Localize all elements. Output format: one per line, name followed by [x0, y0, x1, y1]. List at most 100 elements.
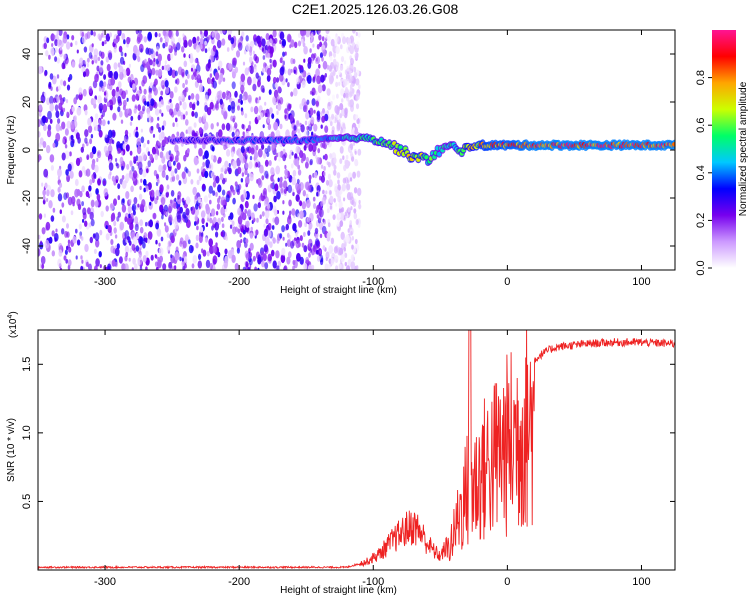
- noise-speckle: [103, 91, 107, 96]
- noise-speckle: [198, 235, 203, 243]
- noise-speckle: [140, 178, 143, 183]
- noise-speckle: [156, 173, 159, 179]
- noise-speckle: [261, 38, 266, 47]
- noise-speckle: [312, 244, 317, 253]
- noise-speckle: [62, 60, 66, 66]
- noise-speckle: [78, 170, 83, 178]
- noise-speckle: [108, 138, 112, 145]
- noise-speckle: [161, 112, 164, 117]
- noise-speckle: [240, 99, 244, 105]
- noise-speckle: [98, 130, 103, 138]
- noise-speckle: [183, 53, 186, 58]
- noise-speckle: [253, 203, 258, 212]
- noise-speckle: [125, 67, 131, 77]
- noise-speckle: [232, 197, 236, 205]
- noise-speckle: [336, 109, 340, 115]
- noise-speckle: [94, 73, 99, 83]
- noise-speckle: [294, 153, 298, 160]
- x-tick-label: -300: [94, 276, 116, 288]
- noise-speckle: [333, 52, 336, 58]
- noise-speckle: [237, 207, 242, 216]
- noise-speckle: [240, 239, 243, 243]
- noise-speckle: [168, 261, 173, 270]
- noise-speckle: [353, 187, 358, 194]
- noise-speckle: [308, 174, 312, 181]
- noise-speckle: [339, 113, 343, 119]
- noise-speckle: [345, 154, 349, 160]
- noise-speckle: [168, 150, 172, 156]
- noise-speckle: [325, 179, 330, 186]
- noise-speckle: [89, 236, 94, 244]
- noise-speckle: [161, 214, 164, 220]
- noise-speckle: [196, 225, 199, 231]
- noise-speckle: [327, 222, 331, 228]
- noise-speckle: [339, 103, 344, 111]
- noise-speckle: [155, 69, 159, 76]
- noise-speckle: [52, 207, 56, 213]
- noise-speckle: [329, 55, 333, 61]
- noise-speckle: [277, 103, 282, 111]
- noise-speckle: [96, 65, 100, 72]
- noise-speckle: [327, 173, 331, 180]
- noise-speckle: [266, 239, 269, 245]
- noise-speckle: [277, 260, 281, 267]
- noise-speckle: [299, 103, 303, 110]
- noise-speckle: [265, 218, 269, 225]
- noise-speckle: [320, 257, 324, 263]
- noise-speckle: [72, 139, 75, 144]
- noise-speckle: [234, 90, 238, 98]
- noise-speckle: [271, 113, 275, 119]
- noise-speckle: [226, 149, 231, 157]
- noise-speckle: [302, 190, 306, 197]
- noise-speckle: [113, 227, 117, 234]
- noise-speckle: [149, 59, 153, 66]
- noise-speckle: [356, 170, 361, 178]
- noise-speckle: [141, 79, 145, 87]
- noise-speckle: [303, 262, 308, 270]
- noise-speckle: [316, 191, 319, 197]
- x-tick-label: 0: [504, 576, 510, 588]
- noise-speckle: [168, 214, 173, 223]
- noise-speckle: [152, 60, 156, 67]
- noise-speckle: [41, 227, 46, 235]
- noise-speckle: [227, 250, 233, 259]
- noise-speckle: [155, 222, 160, 230]
- noise-speckle: [345, 234, 350, 244]
- noise-speckle: [303, 231, 306, 237]
- noise-speckle: [237, 105, 240, 111]
- noise-speckle: [355, 79, 359, 86]
- noise-speckle: [344, 261, 347, 267]
- noise-speckle: [42, 141, 47, 148]
- noise-speckle: [95, 239, 100, 248]
- noise-speckle: [309, 158, 313, 166]
- noise-speckle: [336, 93, 339, 99]
- noise-speckle: [289, 114, 294, 122]
- noise-speckle: [161, 145, 165, 152]
- noise-speckle: [187, 170, 192, 177]
- noise-speckle: [339, 220, 344, 228]
- noise-speckle: [142, 105, 146, 112]
- noise-speckle: [186, 148, 190, 154]
- noise-speckle: [212, 245, 217, 254]
- noise-speckle: [316, 75, 321, 85]
- noise-speckle: [321, 56, 324, 62]
- noise-speckle: [244, 169, 248, 176]
- noise-speckle: [329, 153, 332, 158]
- noise-speckle: [125, 144, 130, 152]
- noise-speckle: [105, 33, 111, 42]
- noise-speckle: [59, 46, 63, 51]
- noise-speckle: [188, 39, 193, 47]
- noise-speckle: [222, 30, 226, 34]
- noise-speckle: [157, 116, 160, 121]
- noise-speckle: [275, 94, 280, 102]
- noise-speckle: [252, 255, 256, 262]
- noise-speckle: [257, 202, 261, 209]
- noise-speckle: [113, 71, 119, 80]
- noise-speckle: [41, 182, 44, 187]
- noise-speckle: [155, 239, 158, 245]
- noise-speckle: [267, 113, 271, 118]
- noise-speckle: [185, 129, 188, 134]
- noise-speckle: [126, 36, 131, 45]
- noise-speckle: [304, 120, 308, 126]
- noise-speckle: [236, 150, 240, 156]
